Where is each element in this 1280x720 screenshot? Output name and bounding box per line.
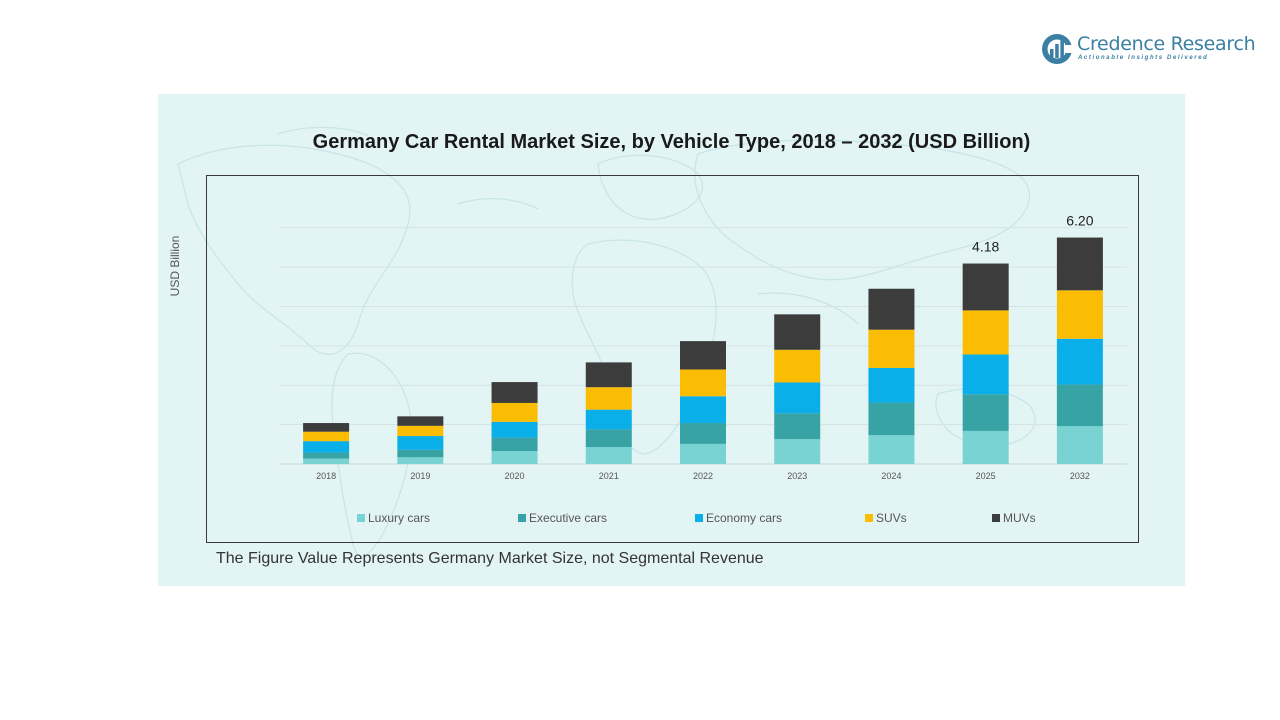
x-tick-label: 2019 bbox=[410, 471, 430, 481]
bar-segment bbox=[491, 421, 538, 438]
bar-segment bbox=[1056, 237, 1103, 291]
bar-segment bbox=[868, 402, 915, 436]
bar-segment bbox=[491, 437, 538, 452]
bar-segment bbox=[868, 329, 915, 368]
chart-title: Germany Car Rental Market Size, by Vehic… bbox=[312, 131, 1031, 153]
bar-segment bbox=[585, 387, 632, 410]
bar-segment bbox=[303, 452, 350, 459]
bar-segment bbox=[680, 396, 726, 424]
bar-segment bbox=[1056, 290, 1103, 339]
bar-segment bbox=[774, 413, 821, 440]
data-label: 4.18 bbox=[972, 239, 999, 255]
bar-segment bbox=[962, 354, 1009, 395]
bar-segment bbox=[397, 436, 444, 450]
bar-segment bbox=[397, 416, 444, 426]
legend-item: SUVs bbox=[865, 511, 907, 525]
legend-label: Executive cars bbox=[529, 511, 608, 525]
brand-logo: Credence Research Actionable Insights De… bbox=[1040, 32, 1260, 72]
legend-item: Economy cars bbox=[695, 511, 782, 525]
y-axis-label: USD Billion bbox=[168, 235, 182, 297]
bar-segment bbox=[397, 425, 444, 437]
legend-swatch bbox=[695, 514, 703, 522]
legend-swatch bbox=[518, 514, 526, 522]
legend-item: Luxury cars bbox=[357, 511, 430, 525]
data-label: 6.20 bbox=[1066, 213, 1093, 229]
footnote: The Figure Value Represents Germany Mark… bbox=[216, 550, 764, 567]
legend-label: Economy cars bbox=[706, 511, 783, 525]
x-tick-label: 2023 bbox=[787, 471, 807, 481]
legend-label: SUVs bbox=[876, 511, 907, 525]
x-tick-label: 2032 bbox=[1070, 471, 1090, 481]
bar-segment bbox=[962, 310, 1009, 355]
bar-segment bbox=[303, 441, 350, 453]
legend-item: Executive cars bbox=[518, 511, 607, 525]
bar-segment bbox=[868, 288, 915, 330]
bar-segment bbox=[680, 341, 726, 370]
legend-item: MUVs bbox=[992, 511, 1036, 525]
x-tick-label: 2020 bbox=[505, 471, 525, 481]
bar-segment bbox=[680, 443, 726, 464]
legend-swatch bbox=[357, 514, 365, 522]
bar-segment bbox=[585, 409, 632, 430]
bar-segment bbox=[868, 367, 915, 403]
bar-segment bbox=[585, 429, 632, 448]
bar-segment bbox=[1056, 384, 1103, 427]
chart-panel: Germany Car Rental Market Size, by Vehic… bbox=[158, 94, 1185, 586]
bar-segment bbox=[397, 457, 444, 464]
bar-segment bbox=[303, 423, 350, 432]
bar-segment bbox=[680, 423, 726, 444]
bar-segment bbox=[962, 430, 1009, 464]
x-tick-label: 2021 bbox=[599, 471, 619, 481]
legend-label: Luxury cars bbox=[368, 511, 431, 525]
x-tick-label: 2025 bbox=[976, 471, 996, 481]
bar-segment bbox=[585, 362, 632, 388]
bar-segment bbox=[774, 382, 821, 414]
bar-segment bbox=[774, 349, 821, 383]
bar-segment bbox=[774, 314, 821, 350]
legend-swatch bbox=[992, 514, 1000, 522]
bar-segment bbox=[962, 263, 1009, 311]
credence-logo-icon bbox=[1042, 34, 1074, 64]
bar-segment bbox=[303, 458, 350, 464]
bar-segment bbox=[868, 435, 915, 464]
bar-segment bbox=[491, 451, 538, 464]
legend-label: MUVs bbox=[1003, 511, 1036, 525]
stacked-bar-chart: 2018 2019 2020 2021 2022 2023 2024 2025 4.18 2032… bbox=[279, 213, 1127, 481]
legend-swatch bbox=[865, 514, 873, 522]
bar-segment bbox=[1056, 338, 1103, 385]
x-tick-label: 2018 bbox=[316, 471, 336, 481]
bar-segment bbox=[397, 449, 444, 458]
bar-segment bbox=[585, 447, 632, 464]
brand-name: Credence Research bbox=[1077, 33, 1256, 55]
bar-segment bbox=[491, 382, 538, 403]
bar-segment bbox=[491, 402, 538, 422]
x-tick-label: 2024 bbox=[881, 471, 901, 481]
bar-segment bbox=[1056, 426, 1103, 464]
brand-tagline: Actionable Insights Delivered bbox=[1078, 55, 1209, 61]
plot-area: 2018 2019 2020 2021 2022 2023 2024 2025 4.18 2032… bbox=[206, 175, 1139, 543]
bar-segment bbox=[680, 369, 726, 397]
x-tick-label: 2022 bbox=[693, 471, 713, 481]
bar-segment bbox=[774, 439, 821, 464]
chart-legend: Luxury cars Executive cars Economy cars SUV… bbox=[357, 511, 1057, 529]
bar-segment bbox=[303, 431, 350, 442]
bar-segment bbox=[962, 394, 1009, 431]
